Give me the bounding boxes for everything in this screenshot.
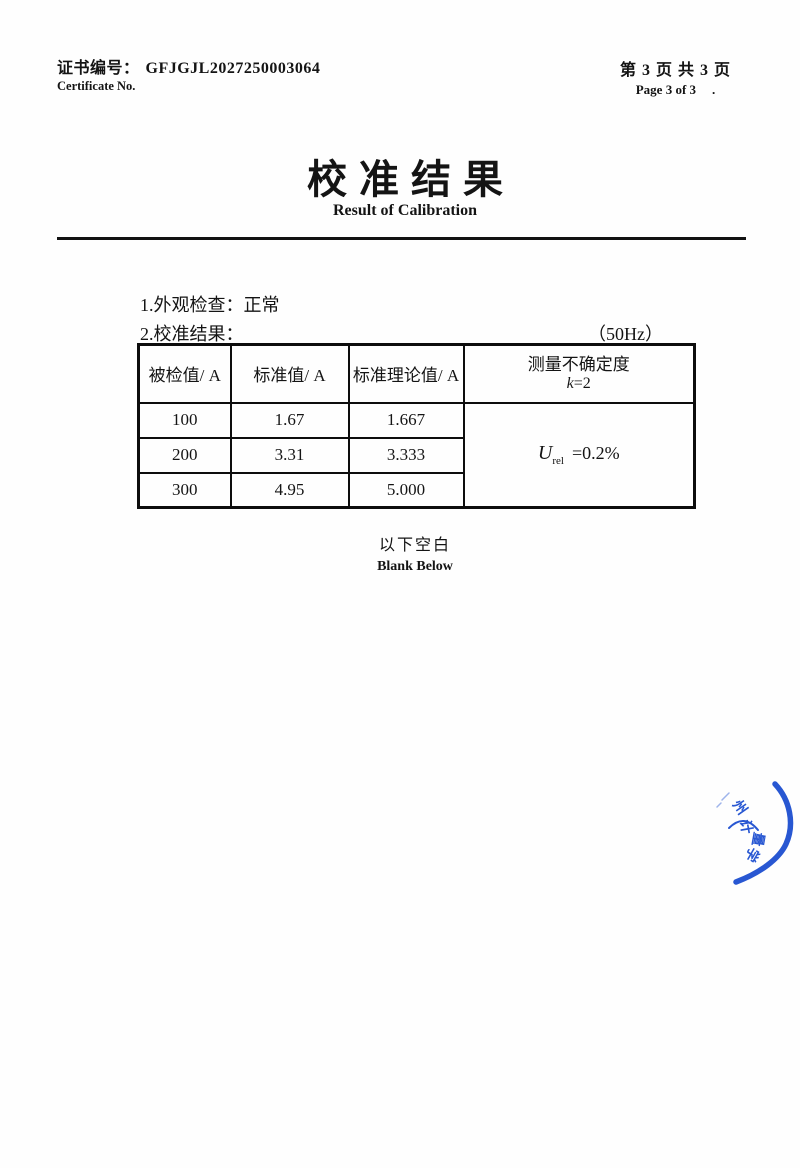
col-header-uncertainty: 测量不确定度 k=2: [462, 343, 696, 404]
visual-check-value: 正常: [243, 295, 280, 315]
seal-character: 量: [748, 831, 766, 848]
certificate-label-cn: 证书编号：: [57, 60, 140, 77]
calibration-result-label: 2.校准结果：: [140, 324, 244, 344]
seal-faint-marks: [716, 792, 730, 808]
cell-standard-2: 4.95: [229, 471, 350, 509]
visual-check-label: 1.外观检查：: [140, 295, 244, 315]
seal-outer-arc: [733, 781, 794, 885]
cell-theoretical-1: 3.333: [347, 436, 465, 474]
page-number-en-line: Page 3 of 3.: [620, 82, 731, 98]
table-header-row: 被检值/ A 标准值/ A 标准理论值/ A 测量不确定度 k=2: [137, 343, 696, 404]
title-divider: [57, 237, 746, 240]
official-seal-stamp: 州 计 量 学: [716, 781, 794, 885]
uncertainty-header-title: 测量不确定度: [527, 354, 630, 374]
calibration-results-table: 被检值/ A 标准值/ A 标准理论值/ A 测量不确定度 k=2 100 1.…: [137, 343, 696, 509]
blank-below-cn: 以下空白: [378, 537, 451, 554]
cell-standard-1: 3.31: [229, 436, 350, 474]
uncertainty-symbol: U: [537, 442, 553, 465]
page-number-dot: .: [712, 82, 716, 97]
visual-check-line: 1.外观检查：正常: [140, 291, 280, 317]
table-row: 300 4.95 5.000: [137, 471, 695, 509]
cell-theoretical-2: 5.000: [347, 471, 465, 509]
frequency-note: （50Hz）: [588, 324, 663, 344]
page-number-block: 第 3 页 共 3 页 Page 3 of 3.: [620, 56, 731, 98]
table-row: 200 3.31 3.333: [137, 436, 695, 474]
certificate-label-en: Certificate No.: [57, 79, 136, 93]
certificate-number-block: 证书编号： GFJGJL2027250003064 Certificate No.: [57, 54, 320, 94]
cell-uncertainty: Urel =0.2%: [462, 401, 696, 509]
page-title-en: Result of Calibration: [333, 202, 477, 219]
blank-below-note: 以下空白 Blank Below: [340, 531, 490, 575]
uncertainty-header-k: k=2: [566, 375, 591, 393]
cell-standard-0: 1.67: [229, 401, 350, 439]
seal-character: 学: [741, 844, 763, 865]
seal-character: 计: [736, 818, 755, 835]
col-header-standard-value: 标准值/ A: [229, 343, 350, 404]
cell-tested-1: 200: [137, 436, 232, 474]
col-header-tested-value: 被检值/ A: [137, 343, 232, 404]
certificate-number: GFJGJL2027250003064: [145, 60, 321, 77]
page-title-cn: 校准结果: [307, 157, 515, 202]
cell-theoretical-0: 1.667: [347, 401, 465, 439]
cell-tested-0: 100: [137, 401, 232, 439]
table-row: 100 1.67 1.667 Urel =0.2%: [137, 401, 696, 509]
seal-character: 州: [728, 797, 750, 818]
blank-below-en: Blank Below: [377, 559, 453, 574]
uncertainty-value: =0.2%: [571, 443, 620, 464]
col-header-theoretical-value: 标准理论值/ A: [347, 343, 465, 404]
uncertainty-subscript: rel: [552, 455, 564, 468]
certificate-number-line: 证书编号： GFJGJL2027250003064: [57, 54, 320, 78]
seal-inner-arc: [728, 820, 759, 831]
page-number-en: Page 3 of 3: [635, 82, 697, 97]
page-number-cn: 第 3 页 共 3 页: [620, 62, 732, 79]
cell-tested-2: 300: [137, 471, 232, 509]
